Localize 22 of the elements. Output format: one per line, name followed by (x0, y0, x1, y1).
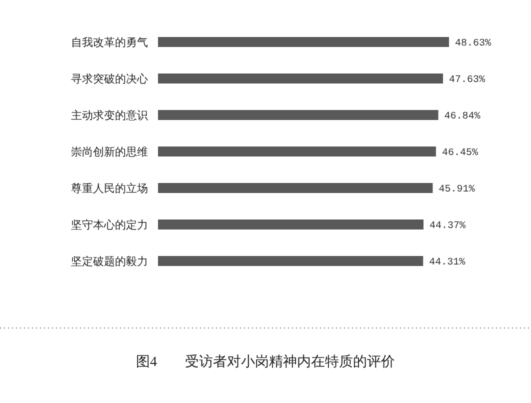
data-label: 47.63% (449, 75, 486, 86)
data-label: 46.45% (442, 148, 478, 159)
y-tick-label: 主动求变的意识 (71, 108, 148, 122)
y-tick-label: 坚定破题的毅力 (71, 254, 148, 268)
y-tick-label: 崇尚创新的思维 (71, 145, 148, 158)
text: 图4 受访者对小岗精神内在特质的评价 (136, 354, 395, 370)
y-tick-label: 寻求突破的决心 (71, 72, 148, 86)
data-label: 44.31% (429, 258, 466, 268)
bar (158, 220, 424, 230)
y-tick-label: 坚守本心的定力 (71, 218, 148, 232)
bar (158, 146, 436, 156)
data-label: 48.63% (455, 38, 492, 50)
bar (158, 37, 449, 47)
data-label: 44.37% (430, 221, 466, 232)
bar (158, 183, 433, 193)
data-label: 46.84% (444, 112, 480, 122)
data-label: 45.91% (438, 184, 475, 196)
bar (158, 110, 438, 120)
bar (158, 256, 424, 266)
bar (158, 74, 444, 84)
y-tick-label: 尊重人民的立场 (71, 182, 148, 195)
y-tick-label: 自我改革的勇气 (71, 36, 148, 49)
